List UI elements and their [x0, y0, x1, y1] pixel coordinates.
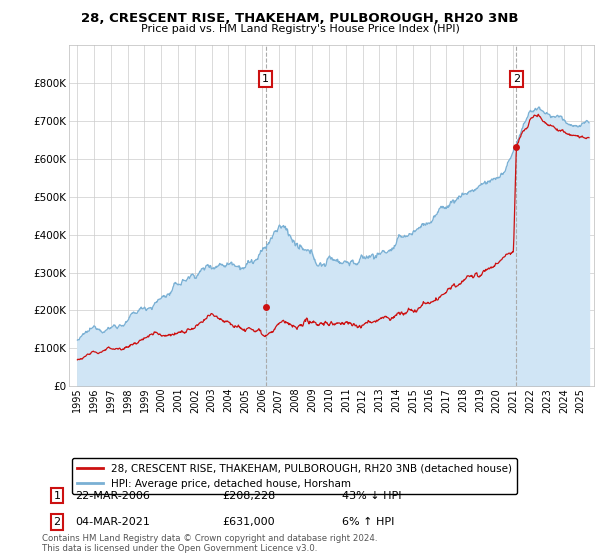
- Text: 04-MAR-2021: 04-MAR-2021: [75, 517, 150, 527]
- Text: 1: 1: [262, 74, 269, 84]
- Text: £631,000: £631,000: [222, 517, 275, 527]
- Text: 28, CRESCENT RISE, THAKEHAM, PULBOROUGH, RH20 3NB: 28, CRESCENT RISE, THAKEHAM, PULBOROUGH,…: [81, 12, 519, 25]
- Text: 22-MAR-2006: 22-MAR-2006: [75, 491, 150, 501]
- Text: 6% ↑ HPI: 6% ↑ HPI: [342, 517, 394, 527]
- Text: £208,228: £208,228: [222, 491, 275, 501]
- Text: 1: 1: [53, 491, 61, 501]
- Text: 2: 2: [53, 517, 61, 527]
- Text: Contains HM Land Registry data © Crown copyright and database right 2024.
This d: Contains HM Land Registry data © Crown c…: [42, 534, 377, 553]
- Legend: 28, CRESCENT RISE, THAKEHAM, PULBOROUGH, RH20 3NB (detached house), HPI: Average: 28, CRESCENT RISE, THAKEHAM, PULBOROUGH,…: [71, 458, 517, 494]
- Text: 2: 2: [513, 74, 520, 84]
- Text: 43% ↓ HPI: 43% ↓ HPI: [342, 491, 401, 501]
- Text: Price paid vs. HM Land Registry's House Price Index (HPI): Price paid vs. HM Land Registry's House …: [140, 24, 460, 34]
